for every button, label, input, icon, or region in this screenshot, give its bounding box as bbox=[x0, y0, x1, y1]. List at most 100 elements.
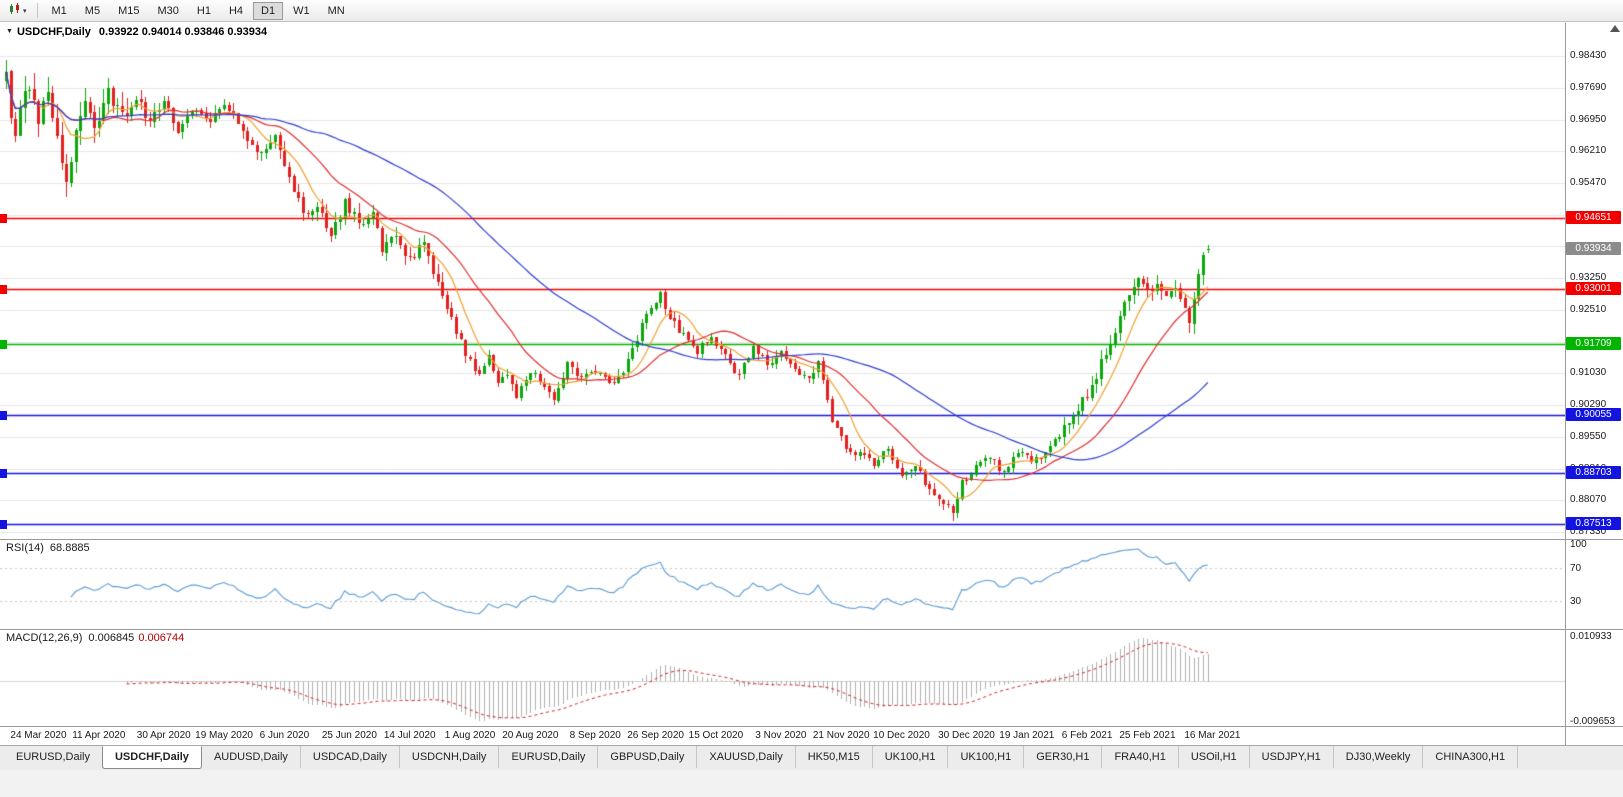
hline-left-marker[interactable] bbox=[0, 520, 7, 530]
hline-price-chip[interactable]: 0.87513 bbox=[1566, 517, 1621, 531]
hline-price-chip[interactable]: 0.90055 bbox=[1566, 408, 1621, 422]
date-axis-label: 14 Jul 2020 bbox=[383, 730, 436, 741]
chart-tab-9-uk100[interactable]: UK100,H1 bbox=[873, 746, 949, 768]
date-axis-label: 24 Mar 2020 bbox=[10, 730, 67, 741]
price-axis-label: 0.98430 bbox=[1570, 50, 1607, 62]
chevron-down-icon: ▾ bbox=[23, 7, 27, 15]
pane-resize-handle-macd[interactable] bbox=[0, 629, 1623, 630]
date-axis-label: 15 Oct 2020 bbox=[688, 730, 744, 741]
chart-tab-bar: EURUSD,Daily USDCHF,Daily AUDUSD,Daily USDC… bbox=[0, 745, 1623, 770]
macd-axis-max-label: 0.010933 bbox=[1570, 631, 1612, 642]
timeframe-button-m15[interactable]: M15 bbox=[110, 2, 147, 20]
timeframe-button-mn[interactable]: MN bbox=[320, 2, 353, 20]
rsi-indicator-canvas[interactable] bbox=[0, 540, 1565, 629]
date-axis-label: 11 Apr 2020 bbox=[72, 730, 126, 741]
timeframe-button-group: M1 M5 M15 M30 H1 H4 D1 W1 MN bbox=[43, 1, 354, 20]
price-axis-label: 0.91030 bbox=[1570, 367, 1607, 379]
timeframe-button-w1[interactable]: W1 bbox=[285, 2, 318, 20]
date-axis-label: 30 Apr 2020 bbox=[136, 730, 191, 741]
chart-tab-3-usdcad[interactable]: USDCAD,Daily bbox=[301, 746, 400, 768]
date-axis-label: 20 Aug 2020 bbox=[502, 730, 559, 741]
chart-tab-2-audusd[interactable]: AUDUSD,Daily bbox=[202, 746, 301, 768]
macd-axis-min-label: -0.009653 bbox=[1570, 716, 1616, 727]
chart-title: ▼ USDCHF,Daily 0.93922 0.94014 0.93846 0.9… bbox=[6, 26, 267, 38]
chart-tab-12-fra40[interactable]: FRA40,H1 bbox=[1102, 746, 1179, 768]
chart-symbol-period: USDCHF,Daily bbox=[16, 26, 91, 38]
timeframe-button-m30[interactable]: M30 bbox=[149, 2, 186, 20]
price-axis-label: 0.88070 bbox=[1570, 494, 1607, 506]
current-price-chip: 0.93934 bbox=[1566, 241, 1621, 255]
rsi-value: 68.8885 bbox=[49, 542, 90, 554]
chart-tab-15-dj30[interactable]: DJ30,Weekly bbox=[1334, 746, 1424, 768]
price-axis-label: 0.89550 bbox=[1570, 430, 1607, 442]
chart-tab-14-usdjpy[interactable]: USDJPY,H1 bbox=[1250, 746, 1334, 768]
date-axis-label: 21 Nov 2020 bbox=[812, 730, 870, 741]
timeframe-toolbar: ▾ M1 M5 M15 M30 H1 H4 D1 W1 MN bbox=[0, 0, 1623, 22]
chart-type-button[interactable]: ▾ bbox=[4, 0, 32, 22]
price-axis-label: 0.97690 bbox=[1570, 81, 1607, 93]
macd-signal-value: 0.006744 bbox=[138, 632, 185, 644]
macd-name: MACD(12,26,9) bbox=[6, 632, 83, 644]
price-axis-label: 0.96950 bbox=[1570, 113, 1607, 125]
hline-left-marker[interactable] bbox=[0, 284, 7, 294]
chart-tab-6-gbpusd[interactable]: GBPUSD,Daily bbox=[598, 746, 698, 768]
timeframe-button-h4[interactable]: H4 bbox=[221, 2, 251, 20]
timeframe-button-d1[interactable]: D1 bbox=[253, 2, 284, 20]
hline-price-chip[interactable]: 0.94651 bbox=[1566, 211, 1621, 225]
candlestick-chart-icon bbox=[9, 2, 21, 20]
date-axis-label: 25 Feb 2021 bbox=[1119, 730, 1176, 741]
rsi-axis-label: 100 bbox=[1570, 539, 1587, 550]
rsi-axis-label: 70 bbox=[1570, 563, 1582, 575]
pane-resize-handle-rsi[interactable] bbox=[0, 539, 1623, 540]
date-axis-label: 25 Jun 2020 bbox=[321, 730, 377, 741]
macd-indicator-canvas[interactable] bbox=[0, 630, 1565, 727]
price-axis-label: 0.95470 bbox=[1570, 176, 1607, 188]
hline-left-marker[interactable] bbox=[0, 214, 7, 224]
price-axis-label: 0.87330 bbox=[1570, 526, 1607, 538]
toolbar-separator bbox=[36, 3, 38, 18]
date-axis-label: 19 Jan 2021 bbox=[999, 730, 1055, 741]
chart-tab-16-china300[interactable]: CHINA300,H1 bbox=[1423, 746, 1519, 768]
chart-tab-1-usdchf[interactable]: USDCHF,Daily bbox=[101, 746, 202, 769]
chart-tab-11-ger30[interactable]: GER30,H1 bbox=[1024, 746, 1103, 768]
hline-price-chip[interactable]: 0.91709 bbox=[1566, 337, 1621, 351]
macd-main-value: 0.006845 bbox=[88, 632, 135, 644]
chart-tab-5-eurusd[interactable]: EURUSD,Daily bbox=[499, 746, 599, 768]
date-axis-label: 6 Jun 2020 bbox=[259, 730, 310, 741]
main-chart-canvas[interactable] bbox=[0, 23, 1565, 539]
price-axis-separator bbox=[1565, 23, 1566, 745]
chart-area: ▼ USDCHF,Daily 0.93922 0.94014 0.93846 0.9… bbox=[0, 23, 1623, 745]
date-axis-label: 26 Sep 2020 bbox=[627, 730, 684, 741]
date-axis-label: 16 Mar 2021 bbox=[1184, 730, 1241, 741]
price-axis-label: 0.90290 bbox=[1570, 399, 1607, 411]
chart-tab-4-usdcnh[interactable]: USDCNH,Daily bbox=[400, 746, 500, 768]
date-axis-label: 30 Dec 2020 bbox=[938, 730, 995, 741]
hline-left-marker[interactable] bbox=[0, 411, 7, 421]
date-axis-label: 8 Sep 2020 bbox=[569, 730, 621, 741]
timeframe-button-m5[interactable]: M5 bbox=[77, 2, 108, 20]
hline-price-chip[interactable]: 0.88703 bbox=[1566, 466, 1621, 480]
hline-price-chip[interactable]: 0.93001 bbox=[1566, 281, 1621, 295]
price-axis-label: 0.92510 bbox=[1570, 303, 1607, 315]
macd-indicator-label: MACD(12,26,9) 0.006845 0.006744 bbox=[6, 632, 184, 644]
chart-tab-13-usoil[interactable]: USOil,H1 bbox=[1179, 746, 1250, 768]
timeframe-button-m1[interactable]: M1 bbox=[44, 2, 75, 20]
price-axis-label: 0.96210 bbox=[1570, 145, 1607, 157]
bottom-strip bbox=[0, 770, 1623, 797]
collapse-arrow-icon[interactable]: ▼ bbox=[6, 28, 13, 35]
date-axis-label: 6 Feb 2021 bbox=[1061, 730, 1113, 741]
timeframe-button-h1[interactable]: H1 bbox=[189, 2, 219, 20]
rsi-axis-label: 30 bbox=[1570, 595, 1582, 607]
price-axis-label: 0.93250 bbox=[1570, 272, 1607, 284]
hline-left-marker[interactable] bbox=[0, 469, 7, 479]
rsi-name: RSI(14) bbox=[6, 542, 44, 554]
date-axis-label: 3 Nov 2020 bbox=[755, 730, 807, 741]
chart-tab-0-eurusd[interactable]: EURUSD,Daily bbox=[4, 746, 103, 768]
date-axis-label: 10 Dec 2020 bbox=[873, 730, 930, 741]
chart-tab-7-xauusd[interactable]: XAUUSD,Daily bbox=[697, 746, 796, 768]
date-axis-label: 19 May 2020 bbox=[195, 730, 253, 741]
chart-tab-10-uk100[interactable]: UK100,H1 bbox=[948, 746, 1025, 768]
chart-tab-8-hk50[interactable]: HK50,M15 bbox=[796, 746, 873, 768]
scroll-up-icon[interactable] bbox=[1610, 25, 1620, 32]
hline-left-marker[interactable] bbox=[0, 340, 7, 350]
